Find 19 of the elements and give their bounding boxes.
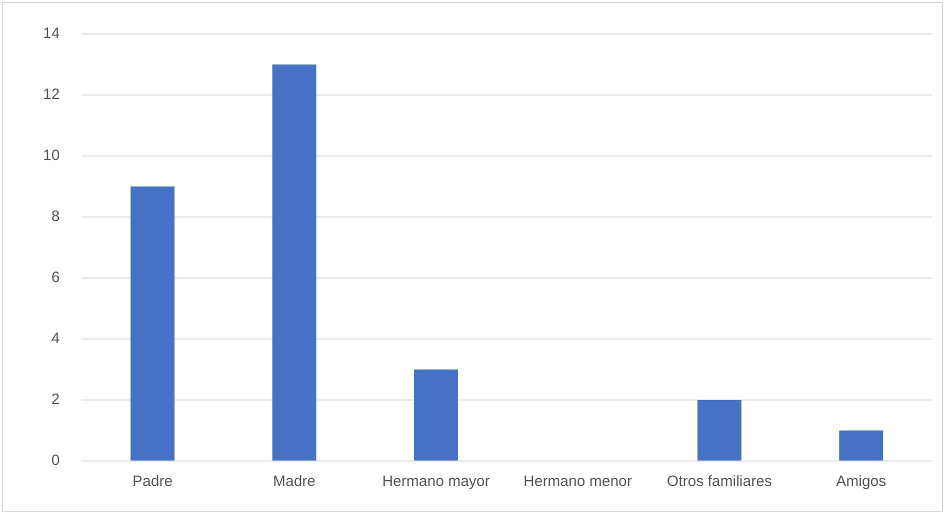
y-tick-label: 8 <box>51 208 60 226</box>
y-tick-label: 12 <box>42 86 60 104</box>
bar <box>272 64 316 460</box>
x-tick-label: Hermano mayor <box>382 473 490 490</box>
x-tick-label: Padre <box>132 473 173 490</box>
y-tick-label: 2 <box>51 391 60 408</box>
x-tick-label: Amigos <box>836 473 886 490</box>
y-tick-label: 4 <box>51 330 60 348</box>
y-tick-label: 14 <box>42 25 60 42</box>
bar <box>839 430 884 460</box>
x-tick-label: Hermano menor <box>524 473 632 490</box>
x-tick-label: Madre <box>273 473 316 490</box>
y-tick-label: 10 <box>42 147 60 164</box>
bar <box>414 370 458 460</box>
y-tick-label: 6 <box>51 269 60 286</box>
y-tick-label: 0 <box>51 452 60 470</box>
bar <box>697 400 742 460</box>
bar <box>130 186 175 460</box>
x-tick-label: Otros familiares <box>666 473 772 490</box>
